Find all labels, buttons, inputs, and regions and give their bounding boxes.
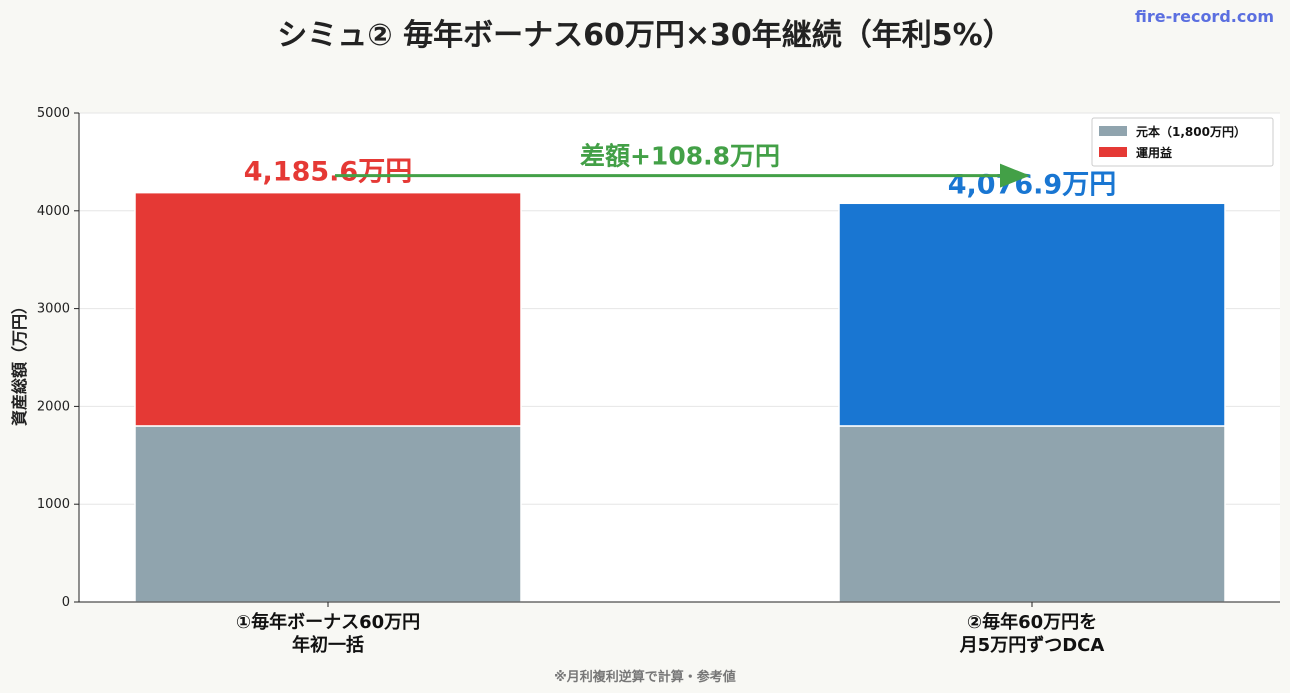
y-tick-label: 0	[62, 595, 70, 610]
bar-principal-1	[134, 425, 522, 603]
y-tick-label: 1000	[37, 497, 70, 512]
category-label-2-line-1: ②毎年60万円を	[967, 611, 1097, 633]
legend-label-principal: 元本（1,800万円）	[1136, 124, 1246, 139]
bar-gain-1	[134, 191, 522, 427]
total-label-2: 4,076.9万円	[948, 169, 1116, 200]
legend-swatch-gain	[1099, 147, 1127, 157]
legend: 元本（1,800万円） 運用益	[1091, 117, 1274, 167]
legend-swatch-principal	[1099, 126, 1127, 136]
bar-principal-2	[838, 425, 1226, 603]
chart-title: シミュ② 毎年ボーナス60万円×30年継続（年利5%）	[277, 18, 1013, 53]
legend-label-gain: 運用益	[1136, 145, 1172, 160]
site-brand: fire-record.com	[1134, 7, 1274, 26]
category-label-1-line-2: 年初一括	[292, 634, 364, 656]
category-label-1-line-1: ①毎年ボーナス60万円	[236, 611, 420, 633]
difference-label: 差額+108.8万円	[580, 142, 780, 171]
y-tick-label: 2000	[37, 399, 70, 414]
footnote: ※月利複利逆算で計算・参考値	[554, 670, 736, 685]
y-tick-label: 3000	[37, 302, 70, 317]
bar-gain-2	[838, 202, 1226, 427]
y-tick-label: 4000	[37, 204, 70, 219]
category-label-2-line-2: 月5万円ずつDCA	[959, 635, 1105, 656]
total-label-1: 4,185.6万円	[244, 157, 412, 188]
y-tick-label: 5000	[37, 106, 70, 121]
y-axis-label: 資産総額（万円）	[10, 298, 29, 426]
